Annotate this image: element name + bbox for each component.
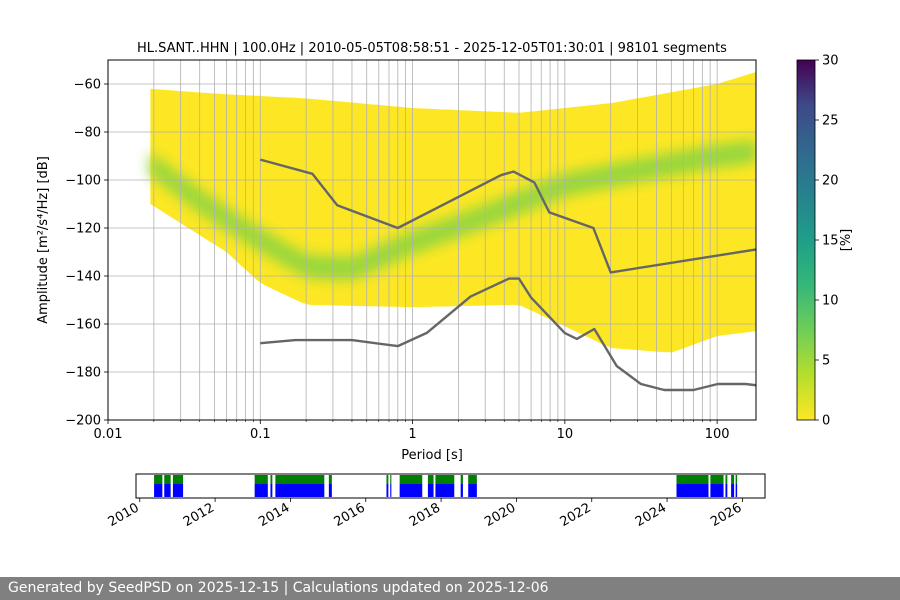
colorbar-tick-label: 30 xyxy=(822,54,839,69)
coverage-segment-bottom xyxy=(164,484,171,497)
coverage-segment-top xyxy=(710,475,724,484)
chart-title: HL.SANT..HHN | 100.0Hz | 2010-05-05T08:5… xyxy=(137,41,727,56)
colorbar-tick-label: 20 xyxy=(822,174,839,189)
psd-extent xyxy=(150,72,756,353)
y-tick-label: −100 xyxy=(65,174,101,189)
coverage-segment-top xyxy=(172,475,184,484)
y-tick-label: −160 xyxy=(65,318,101,333)
psd-density-layer xyxy=(150,72,756,353)
timeline-tick-label: 2024 xyxy=(633,500,669,530)
y-tick-label: −200 xyxy=(65,414,101,429)
timeline-ticks: 2010 2012 2014 2016 2018 2020 2022 2024 2026 xyxy=(106,498,744,530)
coverage-segment-bottom xyxy=(275,484,325,497)
coverage-segment-bottom xyxy=(386,484,389,497)
colorbar-ticks: 0 5 10 15 20 25 30 xyxy=(815,54,839,429)
coverage-segment-top xyxy=(390,475,392,484)
coverage-segment-top xyxy=(275,475,325,484)
coverage-segment-bottom xyxy=(435,484,455,497)
coverage-segment-top xyxy=(725,475,728,484)
coverage-segment-top xyxy=(154,475,163,484)
y-axis-ticks: −200 −180 −160 −140 −120 −100 −80 −60 xyxy=(65,78,108,429)
coverage-segment-bottom xyxy=(154,484,163,497)
timeline-tick-label: 2020 xyxy=(482,500,518,530)
y-tick-label: −60 xyxy=(74,78,101,93)
timeline-tick-label: 2016 xyxy=(332,500,368,530)
coverage-segment-bottom xyxy=(399,484,423,497)
y-tick-label: −140 xyxy=(65,270,101,285)
coverage-segment-bottom xyxy=(731,484,735,497)
x-axis-ticks: 0.01 0.1 1 10 100 xyxy=(94,420,730,442)
coverage-segment-bottom xyxy=(710,484,724,497)
coverage-segment-top xyxy=(735,475,738,484)
timeline-tick-label: 2010 xyxy=(106,500,142,530)
coverage-segment-top xyxy=(254,475,268,484)
coverage-segment-top xyxy=(164,475,171,484)
coverage-segment-bottom xyxy=(676,484,709,497)
grid-lines xyxy=(107,60,756,421)
y-tick-label: −80 xyxy=(74,126,101,141)
coverage-segment-top xyxy=(399,475,423,484)
coverage-segment-bottom xyxy=(427,484,434,497)
coverage-segment-bottom xyxy=(254,484,268,497)
colorbar-tick-label: 0 xyxy=(822,414,830,429)
coverage-segment-top xyxy=(435,475,455,484)
timeline-tick-label: 2012 xyxy=(181,500,217,530)
coverage-segment-top xyxy=(731,475,735,484)
coverage-segment-bottom xyxy=(270,484,273,497)
coverage-segment-bottom xyxy=(328,484,332,497)
y-axis-label: Amplitude [m²/s⁴/Hz] [dB] xyxy=(36,156,51,324)
coverage-segment-bottom xyxy=(725,484,728,497)
coverage-segment-bottom xyxy=(390,484,392,497)
coverage-segment-top xyxy=(468,475,477,484)
high-noise-model-line xyxy=(259,158,756,274)
x-tick-label: 0.1 xyxy=(250,427,271,442)
coverage-segment-bottom xyxy=(735,484,738,497)
psd-mode-core xyxy=(150,146,756,274)
timeline-tick-label: 2018 xyxy=(407,500,443,530)
psd-figure: HL.SANT..HHN | 100.0Hz | 2010-05-05T08:5… xyxy=(36,41,854,530)
colorbar-tick-label: 10 xyxy=(822,294,839,309)
noise-models xyxy=(259,158,756,392)
footer: Generated by SeedPSD on 2025-12-15 | Cal… xyxy=(0,577,900,600)
y-tick-label: −180 xyxy=(65,366,101,381)
x-tick-label: 100 xyxy=(705,427,730,442)
colorbar-tick-label: 15 xyxy=(822,234,839,249)
timeline-tick-label: 2014 xyxy=(256,500,292,530)
colorbar-label: [%] xyxy=(839,229,854,252)
x-tick-label: 10 xyxy=(557,427,574,442)
colorbar-tick-label: 5 xyxy=(822,354,830,369)
coverage-segment-bottom xyxy=(172,484,184,497)
x-axis-label: Period [s] xyxy=(401,448,463,463)
coverage-segment-top xyxy=(427,475,434,484)
timeline-coverage xyxy=(154,475,738,497)
coverage-segment-top xyxy=(328,475,332,484)
x-tick-label: 1 xyxy=(408,427,416,442)
colorbar-tick-label: 25 xyxy=(822,114,839,129)
timeline-tick-label: 2026 xyxy=(708,500,744,530)
timeline-tick-label: 2022 xyxy=(558,500,594,530)
low-noise-model-line xyxy=(260,277,756,392)
plot-frame xyxy=(107,59,757,421)
coverage-segment-top xyxy=(676,475,709,484)
coverage-segment-top xyxy=(460,475,463,484)
x-tick-label: 0.01 xyxy=(94,427,123,442)
coverage-segment-top xyxy=(270,475,273,484)
coverage-segment-top xyxy=(386,475,389,484)
coverage-segment-bottom xyxy=(468,484,477,497)
y-tick-label: −120 xyxy=(65,222,101,237)
coverage-segment-bottom xyxy=(460,484,463,497)
colorbar xyxy=(797,60,815,420)
